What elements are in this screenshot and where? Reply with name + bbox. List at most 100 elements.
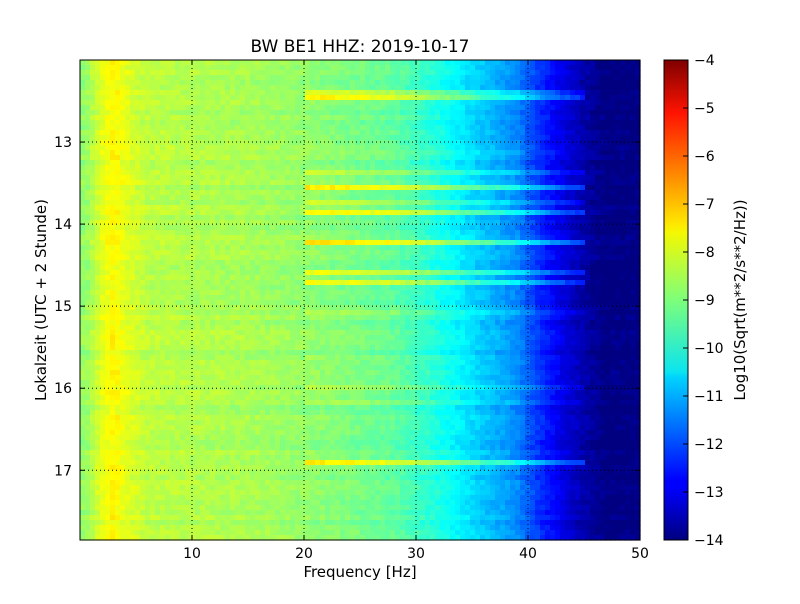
spectrogram-cell <box>570 125 576 131</box>
spectrogram-cell <box>280 130 286 136</box>
spectrogram-cell <box>380 95 386 101</box>
spectrogram-cell <box>375 155 381 161</box>
spectrogram-cell <box>615 140 621 146</box>
spectrogram-cell <box>310 95 316 101</box>
spectrogram-cell <box>430 240 436 246</box>
spectrogram-cell <box>115 255 121 261</box>
spectrogram-cell <box>600 90 606 96</box>
spectrogram-cell <box>275 195 281 201</box>
spectrogram-cell <box>580 145 586 151</box>
spectrogram-cell <box>495 115 501 121</box>
spectrogram-cell <box>575 235 581 241</box>
spectrogram-cell <box>190 155 196 161</box>
spectrogram-cell <box>125 130 131 136</box>
spectrogram-cell <box>460 100 466 106</box>
spectrogram-cell <box>495 85 501 91</box>
spectrogram-cell <box>450 180 456 186</box>
spectrogram-cell <box>530 235 536 241</box>
spectrogram-cell <box>555 165 561 171</box>
spectrogram-cell <box>600 80 606 86</box>
spectrogram-cell <box>260 175 266 181</box>
spectrogram-cell <box>175 75 181 81</box>
spectrogram-cell <box>165 225 171 231</box>
spectrogram-cell <box>280 240 286 246</box>
spectrogram-cell <box>115 165 121 171</box>
spectrogram-cell <box>385 100 391 106</box>
spectrogram-cell <box>220 85 226 91</box>
spectrogram-cell <box>90 105 96 111</box>
spectrogram-cell <box>560 230 566 236</box>
spectrogram-cell <box>380 145 386 151</box>
spectrogram-cell <box>475 120 481 126</box>
spectrogram-cell <box>430 165 436 171</box>
spectrogram-cell <box>285 140 291 146</box>
spectrogram-cell <box>185 255 191 261</box>
spectrogram-cell <box>515 170 521 176</box>
spectrogram-cell <box>535 210 541 216</box>
spectrogram-cell <box>175 255 181 261</box>
spectrogram-cell <box>455 130 461 136</box>
spectrogram-cell <box>135 90 141 96</box>
spectrogram-cell <box>475 100 481 106</box>
spectrogram-cell <box>610 125 616 131</box>
spectrogram-cell <box>145 85 151 91</box>
spectrogram-cell <box>345 65 351 71</box>
spectrogram-cell <box>215 110 221 116</box>
spectrogram-cell <box>245 155 251 161</box>
spectrogram-cell <box>505 125 511 131</box>
spectrogram-cell <box>500 210 506 216</box>
spectrogram-cell <box>520 215 526 221</box>
spectrogram-cell <box>100 170 106 176</box>
spectrogram-cell <box>615 135 621 141</box>
spectrogram-cell <box>490 255 496 261</box>
spectrogram-cell <box>225 75 231 81</box>
spectrogram-cell <box>270 120 276 126</box>
spectrogram-cell <box>490 220 496 226</box>
spectrogram-cell <box>480 125 486 131</box>
spectrogram-cell <box>570 210 576 216</box>
spectrogram-cell <box>220 205 226 211</box>
spectrogram-cell <box>195 105 201 111</box>
spectrogram-cell <box>505 155 511 161</box>
spectrogram-cell <box>555 170 561 176</box>
spectrogram-cell <box>225 110 231 116</box>
spectrogram-cell <box>560 155 566 161</box>
spectrogram-cell <box>580 120 586 126</box>
spectrogram-cell <box>425 105 431 111</box>
spectrogram-cell <box>295 125 301 131</box>
spectrogram-cell <box>595 165 601 171</box>
spectrogram-cell <box>460 205 466 211</box>
spectrogram-cell <box>140 265 146 271</box>
spectrogram-cell <box>525 275 531 281</box>
spectrogram-cell <box>415 65 421 71</box>
spectrogram-cell <box>495 70 501 76</box>
spectrogram-cell <box>580 230 586 236</box>
spectrogram-cell <box>395 125 401 131</box>
spectrogram-cell <box>230 180 236 186</box>
spectrogram-cell <box>95 105 101 111</box>
spectrogram-cell <box>410 125 416 131</box>
spectrogram-cell <box>295 85 301 91</box>
spectrogram-cell <box>100 140 106 146</box>
spectrogram-cell <box>440 200 446 206</box>
spectrogram-cell <box>80 220 86 226</box>
spectrogram-cell <box>385 165 391 171</box>
spectrogram-cell <box>155 230 161 236</box>
spectrogram-cell <box>380 265 386 271</box>
spectrogram-cell <box>410 210 416 216</box>
spectrogram-cell <box>390 130 396 136</box>
spectrogram-cell <box>625 225 631 231</box>
spectrogram-cell <box>535 175 541 181</box>
spectrogram-cell <box>555 200 561 206</box>
spectrogram-cell <box>290 265 296 271</box>
spectrogram-cell <box>360 90 366 96</box>
spectrogram-cell <box>595 220 601 226</box>
spectrogram-cell <box>405 100 411 106</box>
spectrogram-cell <box>435 65 441 71</box>
spectrogram-cell <box>500 60 506 66</box>
spectrogram-cell <box>125 235 131 241</box>
spectrogram-cell <box>615 145 621 151</box>
spectrogram-cell <box>635 215 641 221</box>
spectrogram-cell <box>465 145 471 151</box>
spectrogram-cell <box>310 105 316 111</box>
